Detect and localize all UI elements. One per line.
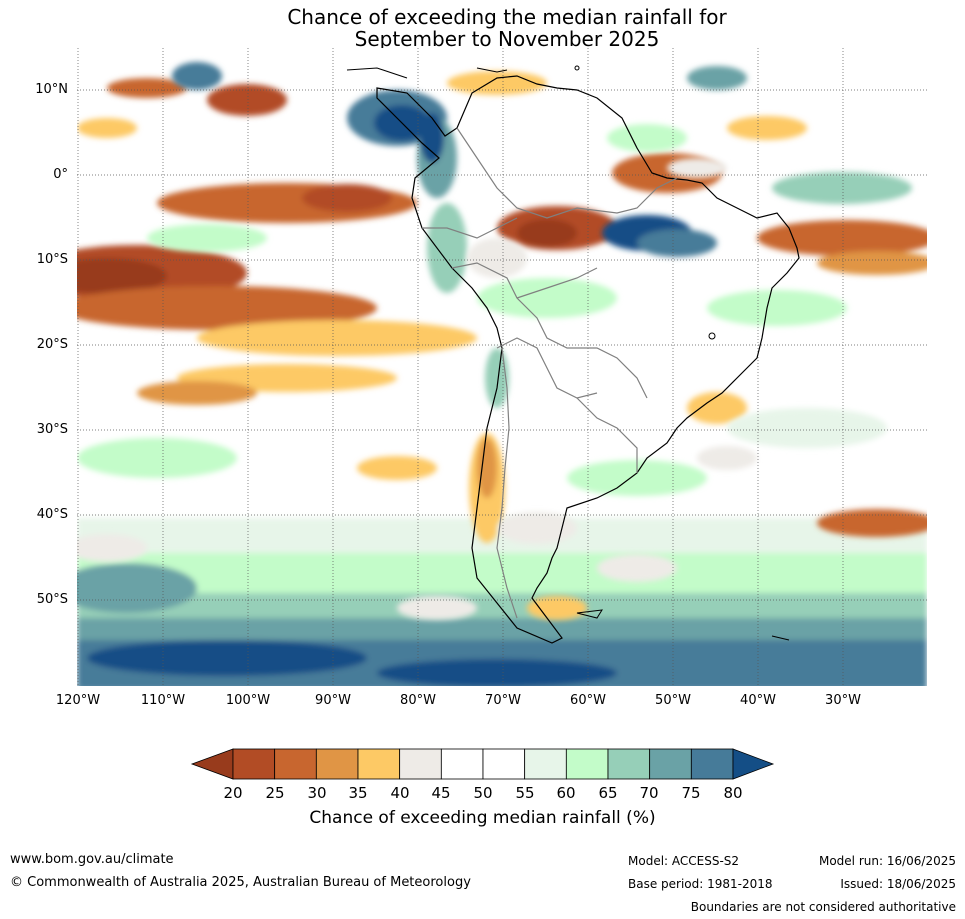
southern-ocean-wet-band [77, 518, 927, 686]
colorbar-tick: 65 [598, 784, 618, 802]
colorbar-tick: 45 [431, 784, 451, 802]
colorbar-tick: 30 [307, 784, 327, 802]
south-america-coastline [376, 75, 800, 644]
model-name: Model: ACCESS-S2 [628, 854, 740, 868]
colorbar-tick: 50 [473, 784, 493, 802]
colorbar-swatch [232, 748, 276, 780]
colorbar-swatch [649, 748, 692, 780]
colorbar-swatch [399, 748, 442, 780]
longitude-label: 90°W [315, 693, 351, 708]
map-title-line-2: September to November 2025 [354, 27, 660, 51]
colorbar-arrow-high [732, 748, 775, 780]
model-run-date: Model run: 16/06/2025 [818, 854, 956, 868]
colorbar-tick: 75 [681, 784, 701, 802]
website-url[interactable]: www.bom.gov.au/climate [10, 852, 174, 867]
latitude-label: 10°S [36, 252, 68, 267]
colorbar-tick: 60 [556, 784, 576, 802]
graticule [77, 48, 927, 686]
longitude-label: 70°W [485, 693, 521, 708]
colorbar-swatch [482, 748, 526, 780]
colorbar-swatch [357, 748, 401, 780]
colorbar-swatch [315, 748, 359, 780]
colorbar-legend [190, 748, 775, 780]
base-period: Base period: 1981-2018 [628, 877, 773, 891]
colorbar-tick: 55 [515, 784, 535, 802]
colorbar-swatch [524, 748, 567, 780]
longitude-label: 60°W [570, 693, 606, 708]
colorbar-tick: 40 [390, 784, 410, 802]
colorbar-swatch [565, 748, 609, 780]
issued-date: Issued: 18/06/2025 [840, 877, 956, 891]
colorbar-tick: 25 [265, 784, 285, 802]
colorbar-arrow-low [190, 748, 234, 780]
colorbar-tick: 20 [223, 784, 243, 802]
rainfall-map-canvas [77, 48, 927, 686]
dry-anomaly-patches [77, 71, 927, 620]
latitude-label: 30°S [36, 422, 68, 437]
map-title-line-1: Chance of exceeding the median rainfall … [287, 5, 727, 29]
colorbar-tick: 70 [639, 784, 659, 802]
longitude-label: 100°W [225, 693, 271, 708]
copyright-notice: © Commonwealth of Australia 2025, Austra… [10, 875, 471, 890]
longitude-label: 50°W [655, 693, 691, 708]
caribbean-islands [346, 65, 790, 641]
longitude-label: 80°W [400, 693, 436, 708]
colorbar-label: Chance of exceeding median rainfall (%) [309, 808, 656, 828]
rainfall-map [77, 48, 927, 686]
colorbar-swatch [274, 748, 317, 780]
longitude-label: 40°W [740, 693, 776, 708]
longitude-label: 120°W [55, 693, 101, 708]
wet-anomaly-patches [77, 62, 912, 496]
colorbar-tick: 35 [348, 784, 368, 802]
colorbar-swatch [607, 748, 651, 780]
colorbar-swatch [690, 748, 734, 780]
latitude-label: 10°N [35, 82, 68, 97]
colorbar-swatch [440, 748, 484, 780]
latitude-label: 20°S [36, 337, 68, 352]
colorbar-tick: 80 [723, 784, 743, 802]
latitude-label: 0° [53, 167, 68, 182]
longitude-label: 110°W [140, 693, 186, 708]
latitude-label: 40°S [36, 507, 68, 522]
latitude-label: 50°S [36, 592, 68, 607]
boundaries-disclaimer: Boundaries are not considered authoritat… [690, 900, 956, 914]
neutral-patches [77, 158, 757, 620]
longitude-label: 30°W [825, 693, 861, 708]
country-borders [422, 127, 678, 619]
